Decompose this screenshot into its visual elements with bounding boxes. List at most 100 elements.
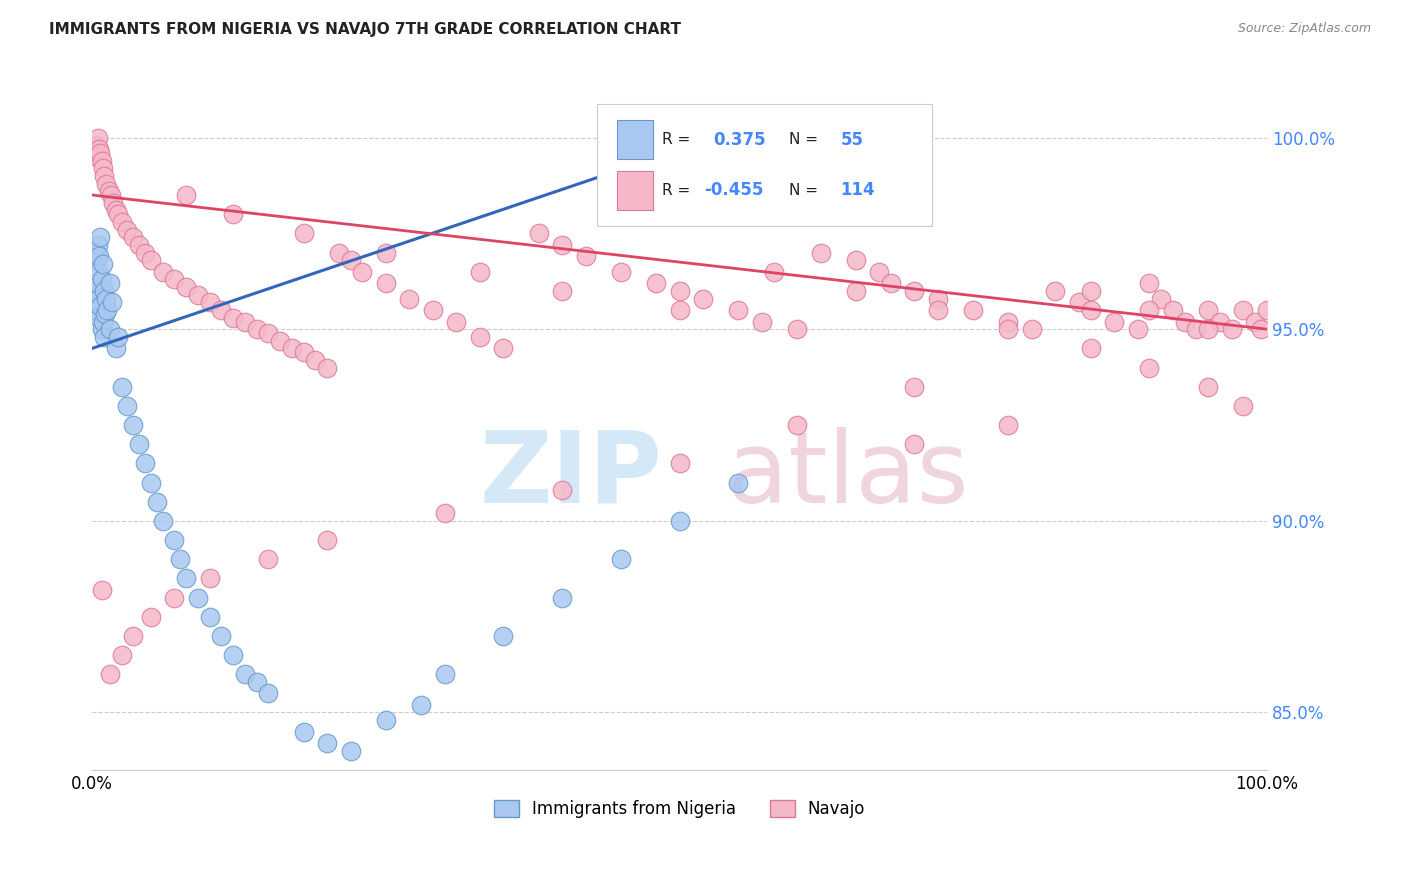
Point xyxy=(1126,322,1149,336)
Point xyxy=(174,280,197,294)
Point xyxy=(128,437,150,451)
Point xyxy=(86,276,108,290)
Point xyxy=(90,322,112,336)
Point xyxy=(574,249,596,263)
Point xyxy=(98,276,121,290)
Point xyxy=(610,265,633,279)
Point xyxy=(104,342,127,356)
Point xyxy=(786,417,808,432)
Point xyxy=(1102,314,1125,328)
Point xyxy=(98,322,121,336)
Point xyxy=(374,276,396,290)
Point xyxy=(411,698,433,712)
Point xyxy=(610,552,633,566)
Point xyxy=(110,648,132,662)
Point xyxy=(668,284,690,298)
Point xyxy=(222,648,245,662)
Point xyxy=(433,667,456,681)
Point xyxy=(91,257,114,271)
Point xyxy=(89,230,111,244)
Point xyxy=(83,303,105,318)
Point xyxy=(174,571,197,585)
Point xyxy=(100,188,122,202)
Point xyxy=(446,314,468,328)
Point xyxy=(107,330,129,344)
Point xyxy=(96,303,118,318)
Point xyxy=(233,667,256,681)
Point xyxy=(139,475,162,490)
Point xyxy=(492,342,515,356)
Point xyxy=(1080,342,1102,356)
Point xyxy=(93,330,115,344)
Point xyxy=(1232,303,1254,318)
Point xyxy=(316,736,339,750)
Point xyxy=(89,142,111,156)
Point xyxy=(84,284,107,298)
Point xyxy=(128,237,150,252)
Point xyxy=(1197,322,1219,336)
Point xyxy=(152,265,174,279)
Point xyxy=(1250,322,1272,336)
Text: 55: 55 xyxy=(841,130,863,148)
Point xyxy=(1197,379,1219,393)
Point xyxy=(1150,292,1173,306)
Text: R =: R = xyxy=(662,132,690,147)
Point xyxy=(927,292,949,306)
Point xyxy=(209,629,232,643)
Point xyxy=(880,276,903,290)
Point xyxy=(87,237,110,252)
Point xyxy=(198,571,221,585)
Point xyxy=(89,145,111,160)
Point xyxy=(903,379,925,393)
Point xyxy=(1139,360,1161,375)
Point xyxy=(163,272,186,286)
Point xyxy=(1209,314,1232,328)
Point xyxy=(269,334,291,348)
Point xyxy=(104,203,127,218)
Point xyxy=(1139,276,1161,290)
Point xyxy=(87,265,110,279)
Point xyxy=(84,138,107,153)
Point xyxy=(122,230,145,244)
Point xyxy=(352,265,374,279)
Point xyxy=(997,417,1019,432)
Point xyxy=(1197,303,1219,318)
Point xyxy=(101,295,124,310)
Point xyxy=(1232,399,1254,413)
Point xyxy=(93,169,115,183)
Point xyxy=(903,284,925,298)
Point xyxy=(87,130,110,145)
Point xyxy=(117,222,139,236)
Point xyxy=(139,609,162,624)
Point xyxy=(551,237,574,252)
Point xyxy=(96,292,118,306)
Point xyxy=(468,330,491,344)
Point xyxy=(87,292,110,306)
Point xyxy=(90,272,112,286)
Point xyxy=(845,284,868,298)
Point xyxy=(86,245,108,260)
Point xyxy=(1139,303,1161,318)
Point xyxy=(139,253,162,268)
Point xyxy=(94,307,117,321)
Point xyxy=(551,284,574,298)
Point xyxy=(398,292,420,306)
Point xyxy=(90,153,112,168)
Text: Source: ZipAtlas.com: Source: ZipAtlas.com xyxy=(1237,22,1371,36)
Point xyxy=(292,724,315,739)
Point xyxy=(316,360,339,375)
Point xyxy=(1185,322,1208,336)
Point xyxy=(339,253,361,268)
Text: 114: 114 xyxy=(841,181,875,200)
Point xyxy=(927,303,949,318)
Point xyxy=(134,456,156,470)
Point xyxy=(997,314,1019,328)
Text: 0.375: 0.375 xyxy=(714,130,766,148)
Text: IMMIGRANTS FROM NIGERIA VS NAVAJO 7TH GRADE CORRELATION CHART: IMMIGRANTS FROM NIGERIA VS NAVAJO 7TH GR… xyxy=(49,22,682,37)
Point xyxy=(374,713,396,727)
Point xyxy=(1244,314,1267,328)
Point xyxy=(146,494,169,508)
Point xyxy=(86,150,108,164)
Point xyxy=(117,399,139,413)
Point xyxy=(551,591,574,605)
